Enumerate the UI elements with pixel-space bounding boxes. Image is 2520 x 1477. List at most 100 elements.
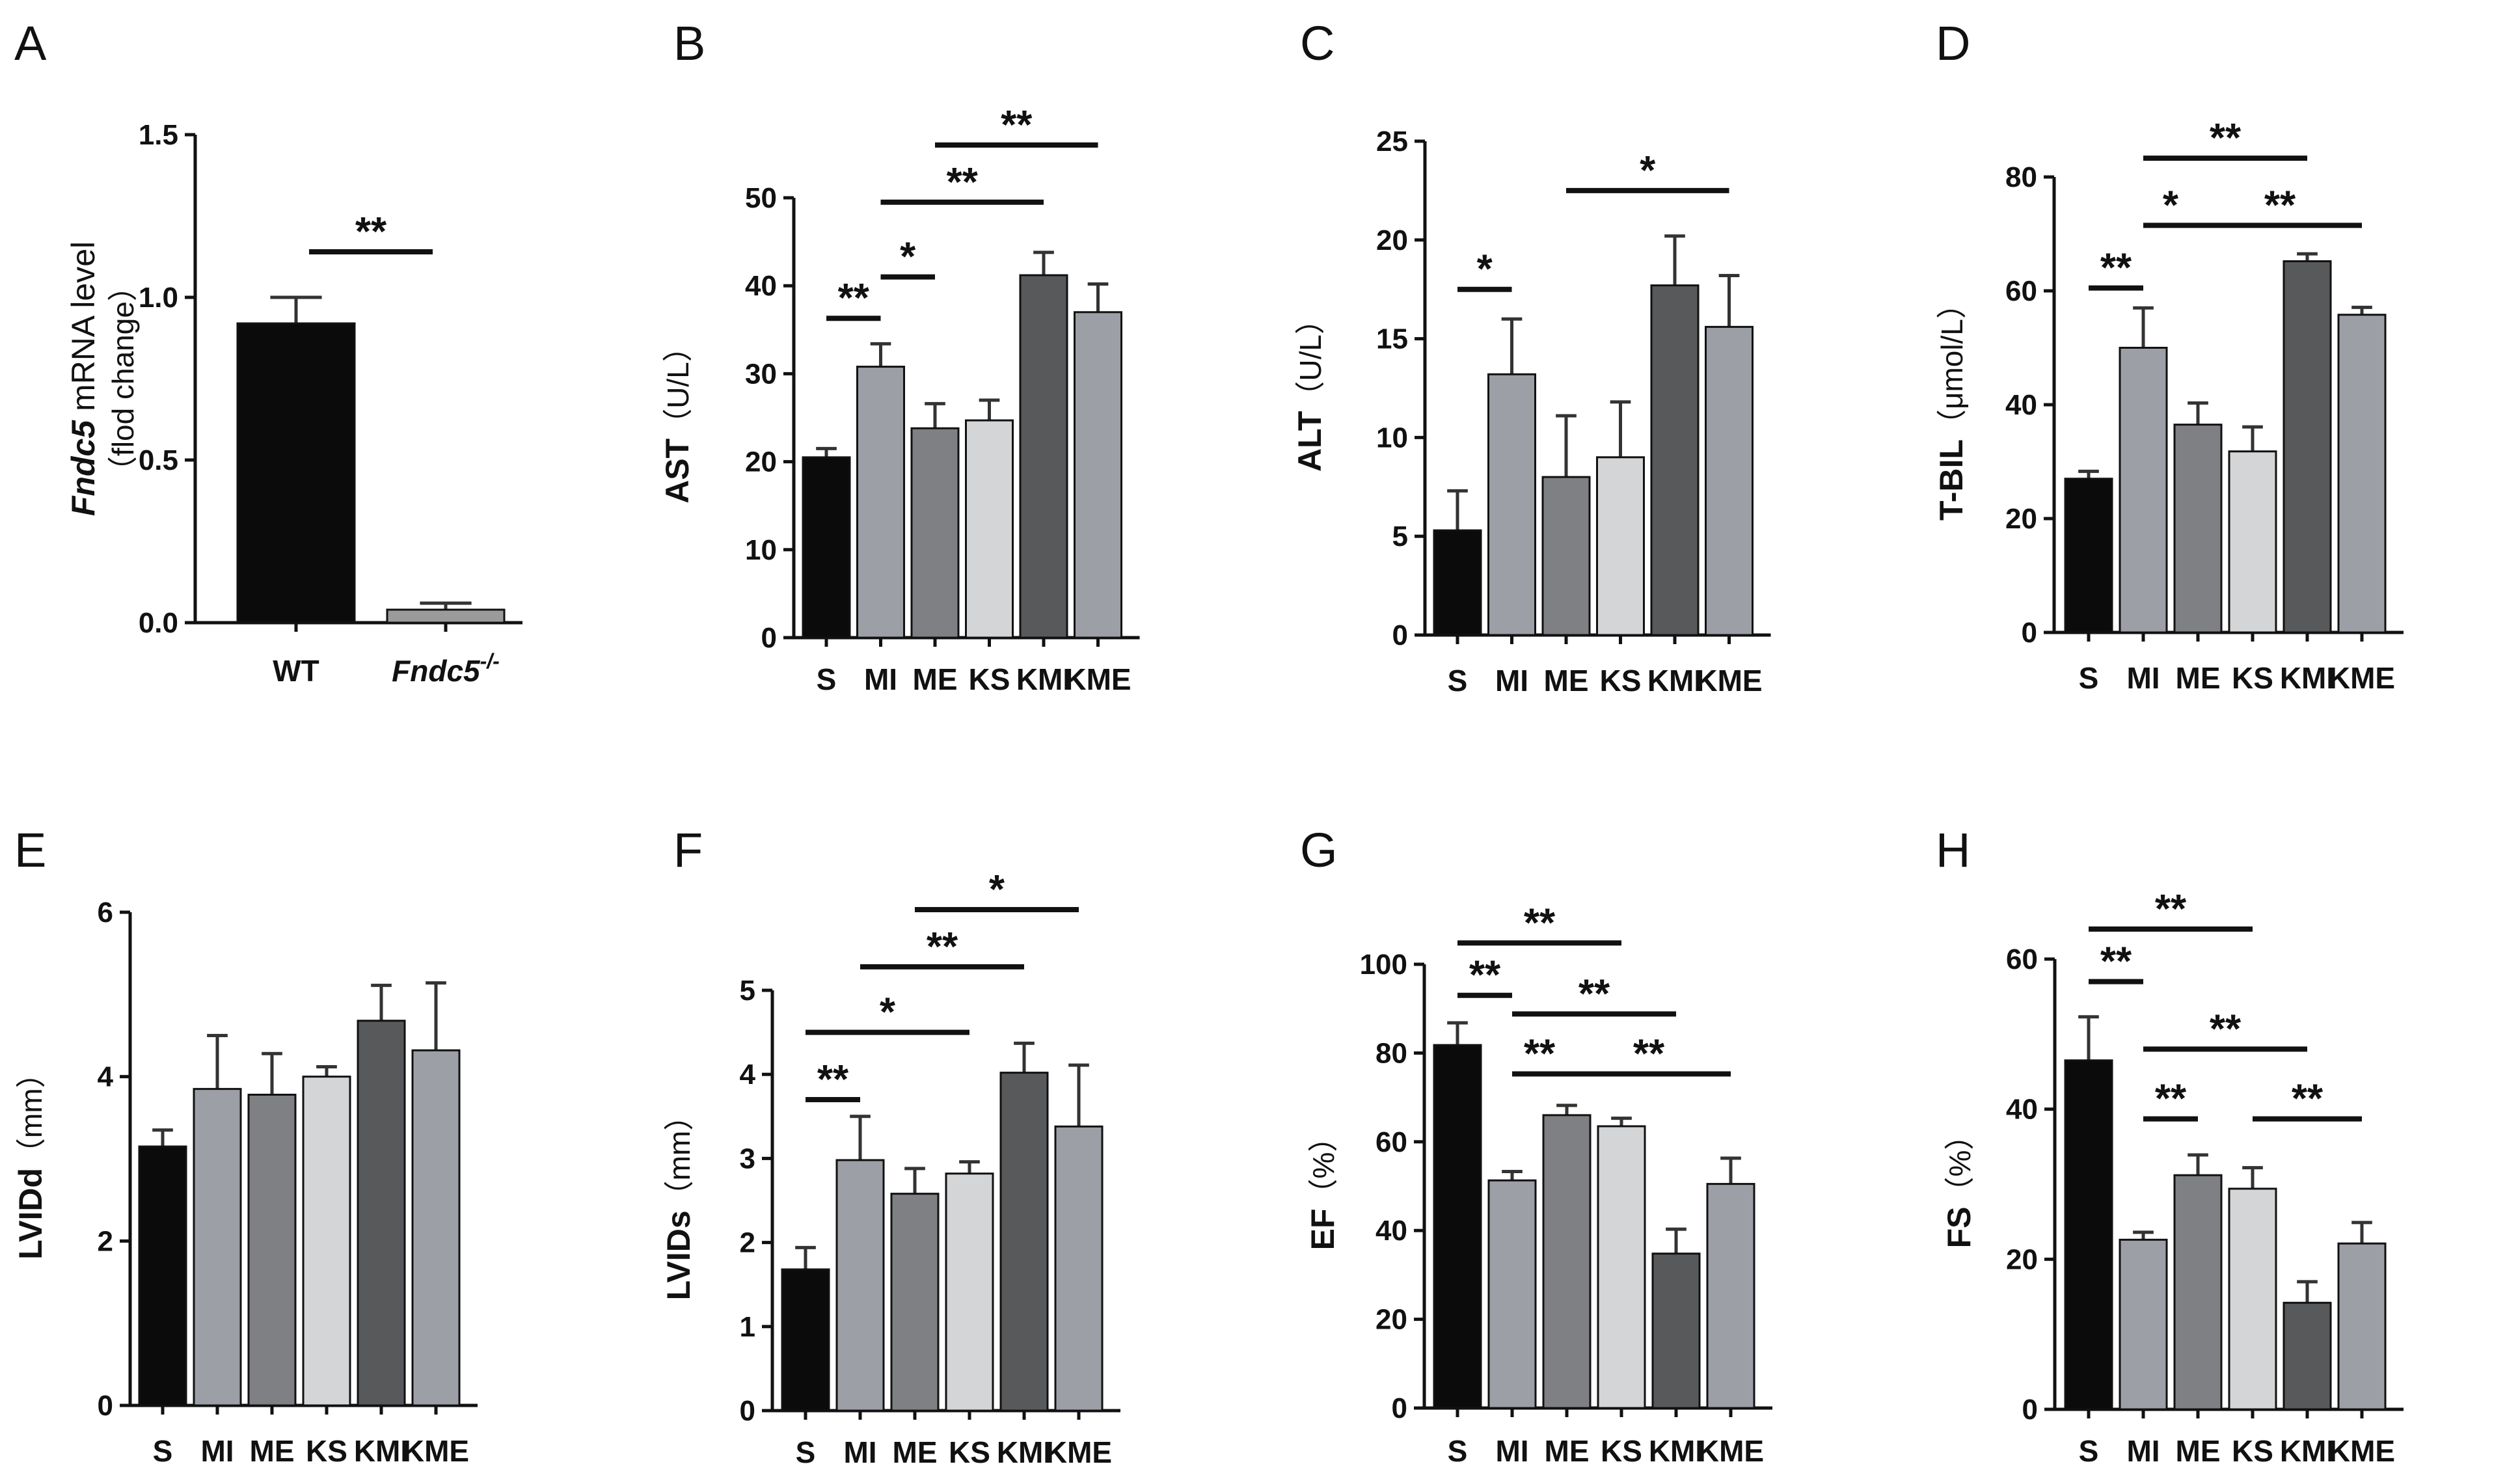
y-tick-label: 20 [745,446,777,478]
y-axis-label: T-BIL（μmol/L） [1933,289,1970,521]
category-label: KS [306,1434,347,1468]
bar-me [910,427,960,639]
y-tick-label: 0.0 [139,607,178,639]
category-label: KS [969,662,1010,696]
bar-me [2173,1174,2223,1411]
y-axis-label-main: AST [659,439,696,504]
category-label: KMI [354,1434,409,1468]
bar-kmi [357,1020,406,1407]
y-axis-label-unit: （U/L） [661,332,695,439]
y-tick-label: 100 [1360,949,1407,981]
significance-label: ** [2155,1077,2187,1122]
category-label: S [153,1434,173,1468]
bar-s [138,1145,187,1407]
significance-label: * [900,235,916,280]
y-tick-label: 80 [2005,161,2037,193]
y-tick-label: 20 [1376,224,1408,256]
category-label: ME [250,1434,295,1468]
category-label: MI [200,1434,234,1468]
significance-label: ** [1633,1031,1665,1076]
bar-s [1433,1044,1482,1409]
bar-kme [1054,1125,1104,1412]
y-tick-label: 5 [1392,521,1408,552]
bar-ks [2228,1187,2277,1411]
panel-letter-h: H [1936,823,1970,877]
significance-label: * [1640,148,1656,193]
category-label: KME [2329,1434,2395,1468]
y-axis-label-unit: （%） [1307,1122,1340,1209]
significance-label: ** [2210,116,2242,161]
significance-label: ** [355,210,387,254]
y-axis-label-main: ALT [1292,411,1328,472]
category-label: Fndc5-/- [392,649,500,688]
y-tick-label: 1.0 [139,282,178,314]
significance-label: * [2163,183,2179,228]
bar-mi [2119,347,2168,634]
category-label: KME [1064,662,1131,696]
category-label: KME [1696,664,1762,698]
y-axis-label: AST（U/L） [659,332,696,504]
category-label: ME [1544,664,1589,698]
category-superscript: -/- [480,649,500,673]
bar-mi [1487,373,1536,636]
y-axis-label-unit: （mm） [14,1058,48,1168]
bar-me [2173,424,2223,634]
bar-mi [2119,1238,2168,1411]
y-tick-label: 60 [2006,943,2038,975]
significance-label: ** [1469,953,1501,998]
significance-label: ** [2155,887,2187,932]
bar-mi [856,366,905,639]
y-tick-label: 10 [745,534,777,566]
y-axis-label-main: FS [1941,1207,1977,1249]
y-axis-label: EF（%） [1305,1122,1341,1251]
category-label: MI [1495,1434,1528,1468]
bar-s [2064,1059,2113,1411]
significance-label: ** [1524,1031,1556,1076]
y-tick-label: 15 [1376,323,1408,355]
y-axis-label-unit: （U/L） [1294,305,1327,411]
y-tick-label: 0 [1392,1392,1407,1424]
bar-kme [411,1049,461,1407]
bar-kmi [999,1072,1049,1412]
bar-kme [1705,325,1754,636]
category-label: ME [1545,1434,1590,1468]
category-label: KS [949,1435,990,1469]
y-tick-label: 25 [1376,126,1408,157]
y-tick-label: 40 [745,270,777,302]
bar-kmi [2283,1301,2332,1411]
bar-kme [1706,1183,1755,1409]
category-label: KMI [1647,664,1702,698]
category-label: ME [893,1435,938,1469]
chart-panel-a: 0.00.51.01.5WT Fndc5-/-**Fndc5 mRNA level… [65,119,522,688]
y-tick-label: 0 [761,622,777,654]
y-axis-label-main: EF [1305,1209,1341,1251]
significance-label: ** [927,925,958,969]
y-tick-label: 30 [745,358,777,390]
bar-ks [302,1076,351,1407]
significance-label: ** [817,1057,849,1102]
y-tick-label: 40 [2006,1094,2038,1126]
category-label: MI [864,662,897,696]
y-axis-label: LVIDs（mm） [660,1101,697,1301]
bar-s [781,1268,830,1412]
y-tick-label: 20 [1375,1304,1407,1336]
category-label: S [796,1435,816,1469]
y-axis-label-rest: mRNA level [65,241,102,420]
category-label: ME [2176,661,2221,695]
panel-letter-f: F [673,823,703,877]
y-tick-label: 0.5 [139,444,178,476]
panel-letter-e: E [14,823,46,877]
y-tick-label: 10 [1376,422,1408,454]
bar-s [802,456,851,639]
y-axis-label-unit: （mm） [662,1101,696,1211]
y-tick-label: 60 [1375,1126,1407,1158]
category-label: ME [913,662,958,696]
category-label: S [2079,661,2099,695]
category-label: KME [1046,1435,1112,1469]
y-axis-label-line2: （flod change） [106,271,140,486]
